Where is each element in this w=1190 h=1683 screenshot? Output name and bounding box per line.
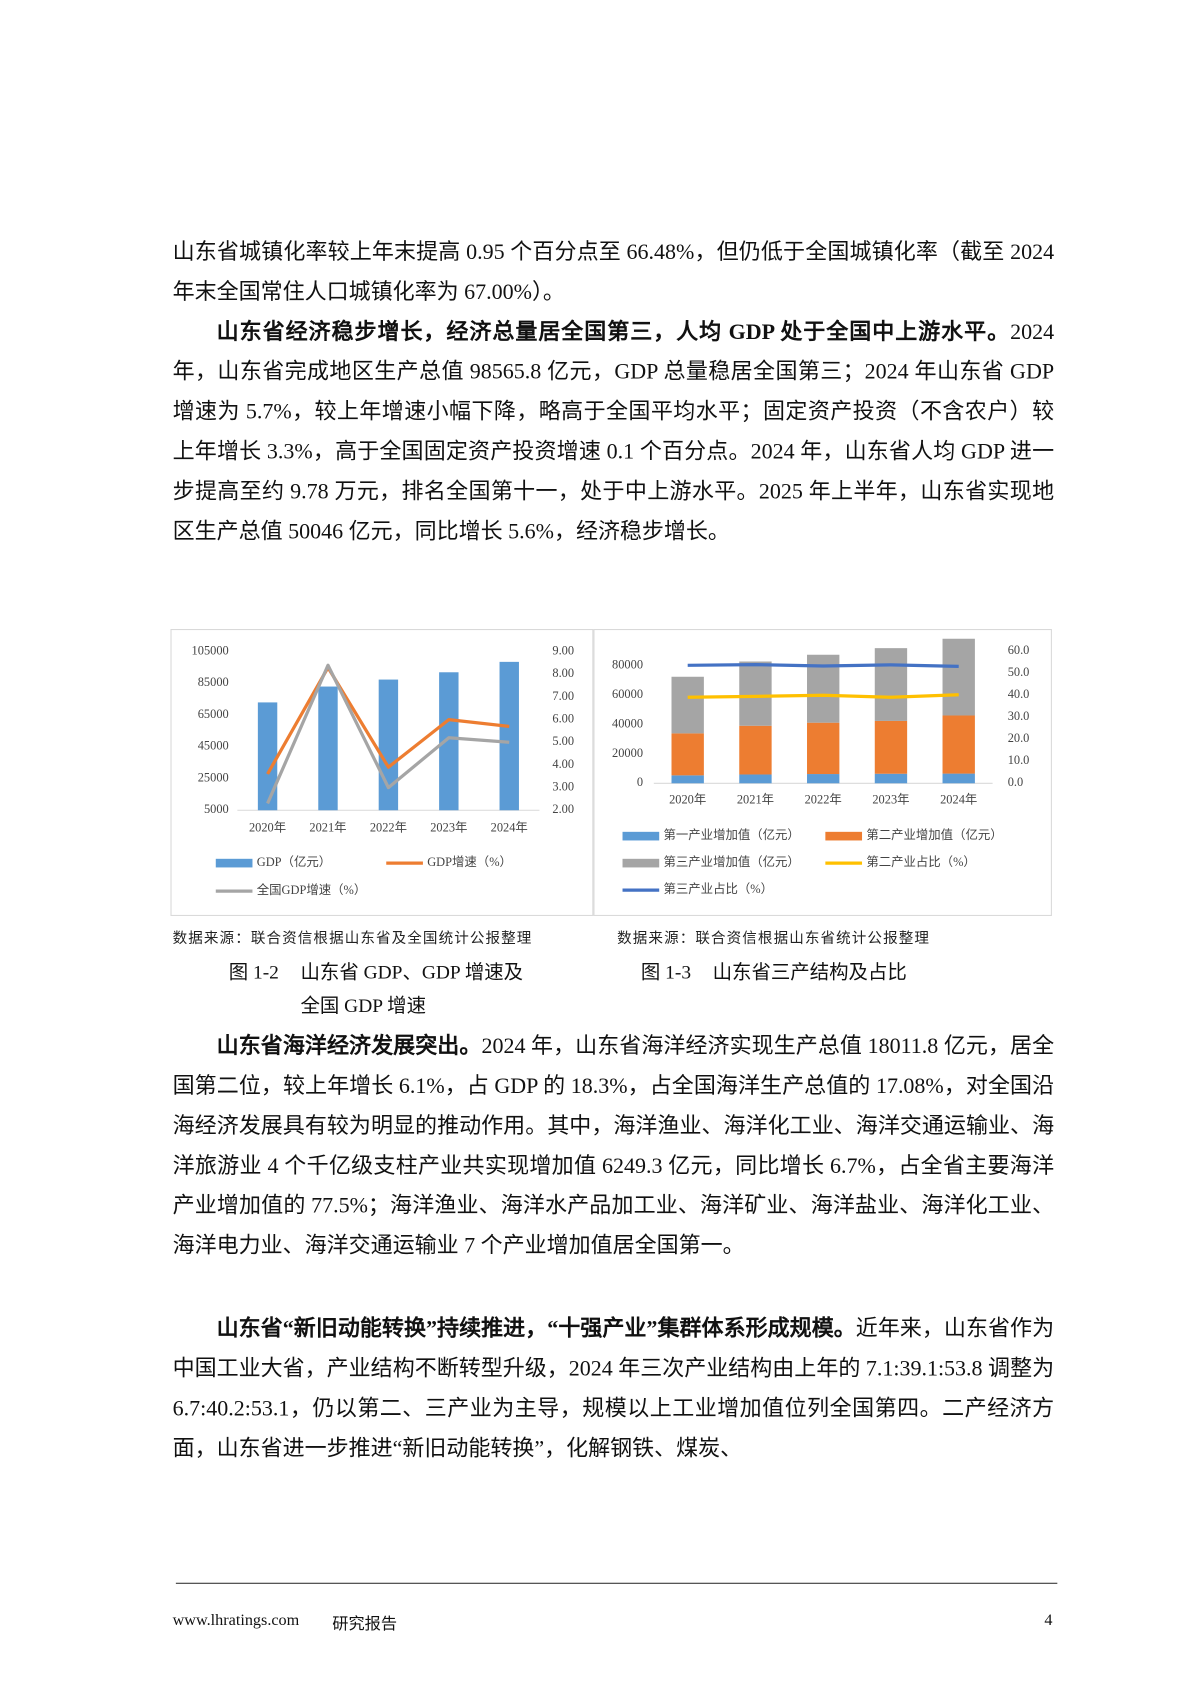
- bar: [257, 702, 278, 811]
- x-tick-label: 2020年: [249, 820, 286, 834]
- bar: [739, 661, 772, 726]
- y-tick-label: 60000: [612, 687, 643, 701]
- y-tick-label: 105000: [192, 643, 229, 657]
- legend-label: GDP（亿元）: [257, 854, 331, 869]
- footer-rule: [175, 1582, 1058, 1584]
- chart-frame: [593, 628, 1052, 916]
- legend-label: GDP增速（%）: [427, 854, 512, 869]
- y-tick-label: 65000: [198, 707, 229, 721]
- y2-tick-label: 8.00: [552, 666, 574, 680]
- y2-tick-label: 20.0: [1008, 731, 1030, 745]
- x-tick-label: 2022年: [370, 820, 407, 834]
- x-tick-label: 2023年: [430, 820, 467, 834]
- legend-label: 第三产业增加值（亿元）: [664, 854, 800, 869]
- paragraph-text: 山东省城镇化率较上年末提高 0.95 个百分点至 66.48%，但仍低于全国城镇…: [172, 240, 1055, 305]
- bar: [499, 661, 519, 811]
- y2-tick-label: 4.00: [552, 757, 574, 771]
- bar: [671, 676, 704, 734]
- legend-label: 第一产业增加值（亿元）: [664, 827, 800, 842]
- paragraph: 山东省海洋经济发展突出。2024 年，山东省海洋经济实现生产总值 18011.8…: [173, 1027, 1054, 1267]
- y-tick-label: 20000: [612, 746, 643, 760]
- y2-tick-label: 7.00: [552, 689, 574, 703]
- page-number: 4: [1044, 1611, 1053, 1630]
- bar: [942, 715, 975, 774]
- paragraph-text: 近年来，山东省作为中国工业大省，产业结构不断转型升级，2024 年三次产业结构由…: [172, 1317, 1055, 1461]
- bar: [807, 774, 840, 784]
- paragraph: 山东省“新旧动能转换”持续推进，“十强产业”集群体系形成规模。近年来，山东省作为…: [173, 1310, 1054, 1470]
- x-tick-label: 2020年: [669, 792, 706, 806]
- y-tick-label: 45000: [198, 739, 229, 753]
- caption-title: 山东省 GDP、GDP 增速及全国 GDP 增速: [300, 961, 524, 1017]
- bar: [671, 775, 704, 784]
- bar: [739, 774, 772, 784]
- paragraph-lead: 山东省海洋经济发展突出。: [216, 1034, 482, 1059]
- legend-label: 第三产业占比（%）: [664, 881, 773, 896]
- chart-frame: [170, 628, 594, 916]
- y2-tick-label: 2.00: [552, 802, 574, 816]
- legend-label: 第二产业增加值（亿元）: [866, 827, 1002, 842]
- legend-swatch: [622, 831, 660, 841]
- bar: [942, 638, 975, 716]
- y2-tick-label: 0.0: [1008, 775, 1024, 789]
- x-tick-label: 2021年: [309, 820, 346, 834]
- line: [266, 665, 510, 775]
- bar: [318, 686, 338, 811]
- figure-caption: 图 1-3 山东省三产结构及占比: [641, 956, 907, 989]
- y2-tick-label: 40.0: [1008, 687, 1030, 701]
- y-tick-label: 40000: [612, 716, 643, 730]
- paragraph: 山东省经济稳步增长，经济总量居全国第三，人均 GDP 处于全国中上游水平。202…: [173, 313, 1054, 553]
- bar: [439, 672, 459, 811]
- legend-swatch: [825, 831, 863, 841]
- y2-tick-label: 10.0: [1008, 753, 1030, 767]
- bar: [671, 733, 704, 776]
- figure-caption: 图 1-2 山东省 GDP、GDP 增速及全国 GDP 增速: [229, 956, 536, 1023]
- line: [687, 663, 959, 669]
- footer-website: www.lhratings.com: [172, 1611, 300, 1630]
- bar: [739, 725, 772, 775]
- caption-number: 图 1-3: [640, 961, 692, 983]
- y2-tick-label: 60.0: [1008, 643, 1030, 657]
- paragraph-lead: 山东省“新旧动能转换”持续推进，“十强产业”集群体系形成规模。: [216, 1317, 856, 1342]
- line: [687, 693, 959, 699]
- bar: [942, 773, 975, 784]
- y-tick-label: 25000: [198, 770, 229, 784]
- legend-swatch: [215, 858, 253, 868]
- bar: [378, 679, 399, 811]
- bar: [874, 720, 908, 774]
- x-tick-label: 2024年: [940, 792, 977, 806]
- y-tick-label: 85000: [198, 675, 229, 689]
- y-tick-label: 0: [637, 775, 643, 789]
- bar: [807, 722, 840, 775]
- y-tick-label: 5000: [204, 802, 229, 816]
- y2-tick-label: 50.0: [1008, 665, 1030, 679]
- figure-source: 数据来源：联合资信根据山东省统计公报整理: [617, 930, 931, 947]
- x-tick-label: 2022年: [805, 792, 842, 806]
- y2-tick-label: 5.00: [552, 734, 574, 748]
- y2-tick-label: 6.00: [552, 711, 574, 725]
- paragraph: 山东省城镇化率较上年末提高 0.95 个百分点至 66.48%，但仍低于全国城镇…: [173, 233, 1054, 313]
- bar: [874, 773, 908, 784]
- footer-label: 研究报告: [332, 1616, 398, 1634]
- paragraph-text: 2024 年，山东省海洋经济实现生产总值 18011.8 亿元，居全国第二位，较…: [172, 1034, 1055, 1258]
- legend-label: 全国GDP增速（%）: [257, 882, 366, 897]
- figure-source: 数据来源：联合资信根据山东省及全国统计公报整理: [172, 930, 533, 947]
- paragraph-text: 2024 年，山东省完成地区生产总值 98565.8 亿元，GDP 总量稳居全国…: [172, 320, 1055, 544]
- y-tick-label: 80000: [612, 658, 643, 672]
- caption-number: 图 1-2: [228, 961, 279, 983]
- legend-label: 第二产业占比（%）: [866, 854, 975, 869]
- x-tick-label: 2024年: [491, 820, 528, 834]
- x-tick-label: 2021年: [737, 792, 774, 806]
- caption-title: 山东省三产结构及占比: [712, 961, 907, 983]
- y2-tick-label: 30.0: [1008, 709, 1030, 723]
- x-tick-label: 2023年: [872, 792, 909, 806]
- line: [266, 663, 510, 805]
- bar: [874, 648, 908, 721]
- legend-swatch: [622, 858, 660, 868]
- y2-tick-label: 9.00: [552, 643, 574, 657]
- y2-tick-label: 3.00: [552, 779, 574, 793]
- paragraph-lead: 山东省经济稳步增长，经济总量居全国第三，人均 GDP 处于全国中上游水平。: [216, 320, 1011, 345]
